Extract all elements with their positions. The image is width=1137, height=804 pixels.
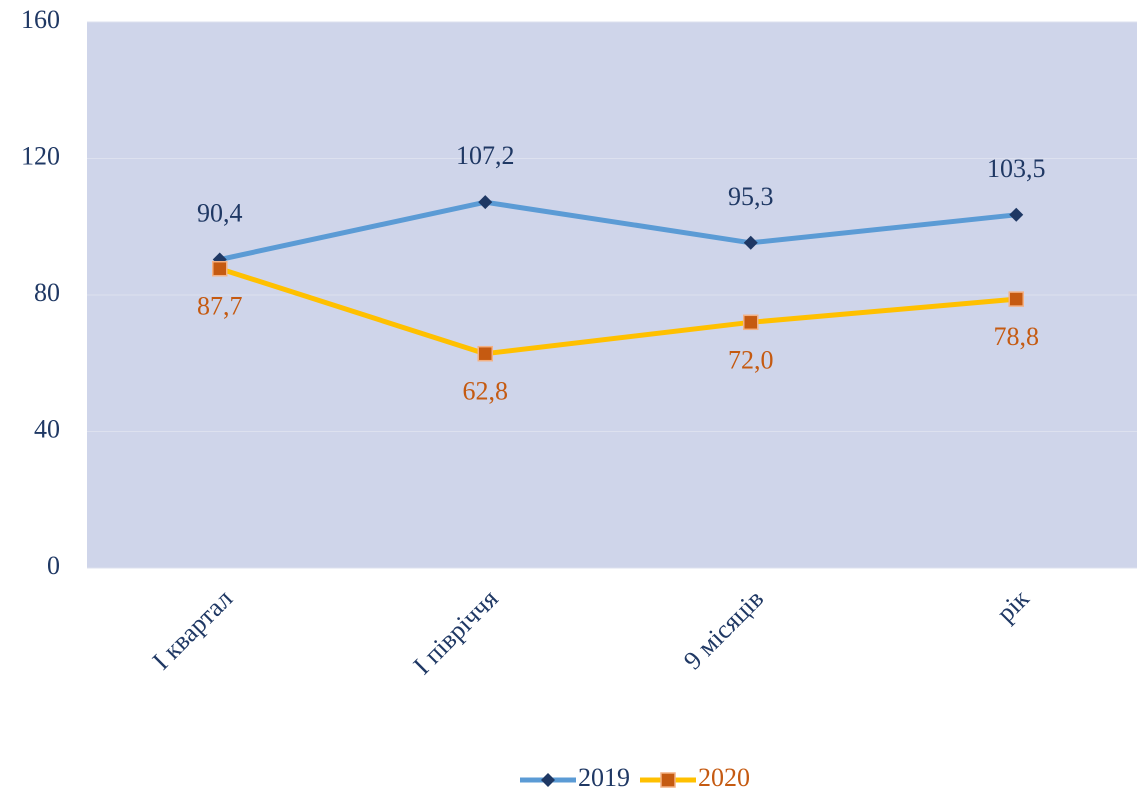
data-label: 107,2 [456,141,515,170]
data-label: 103,5 [987,154,1046,183]
data-label: 78,8 [994,322,1040,351]
x-tick-label: рік [991,584,1035,628]
data-label: 95,3 [728,182,774,211]
y-tick-label: 160 [21,5,60,34]
series-line [219,199,1017,262]
data-point [212,260,228,277]
x-tick-label: 9 місяців [678,584,769,675]
data-label: 87,7 [197,292,243,321]
series-line [218,266,1017,357]
data-label: 72,0 [728,345,774,374]
y-tick-label: 0 [47,551,60,580]
y-tick-label: 40 [34,414,60,443]
data-label: 62,8 [463,377,509,406]
data-label: 90,4 [197,198,243,227]
x-tick-label: I півріччя [408,584,504,680]
data-point [477,345,493,362]
y-tick-label: 120 [21,141,60,170]
data-point [743,314,759,331]
legend-label: 2020 [698,763,750,792]
y-tick-label: 80 [34,278,60,307]
data-point [743,235,758,250]
legend-marker [541,773,555,787]
data-point [1008,291,1024,307]
x-tick-label: I квартал [147,584,238,675]
legend-label: 2019 [578,763,630,792]
data-point [478,195,493,210]
legend-marker [660,772,676,788]
data-point [1009,207,1024,222]
